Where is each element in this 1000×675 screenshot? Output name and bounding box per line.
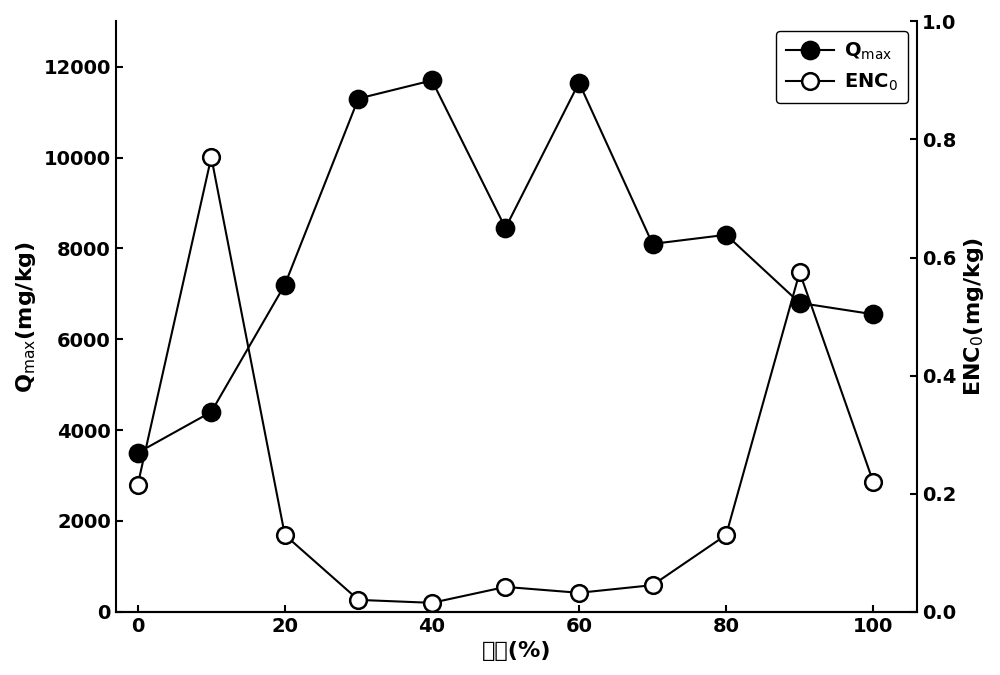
Line: ENC$_\mathrm{0}$: ENC$_\mathrm{0}$: [129, 148, 882, 611]
ENC$_\mathrm{0}$: [426, 599, 438, 607]
ENC$_\mathrm{0}$: [867, 478, 879, 486]
Q$_\mathrm{max}$: [499, 224, 511, 232]
Q$_\mathrm{max}$: [132, 449, 144, 457]
X-axis label: 汸石(%): 汸石(%): [482, 641, 551, 661]
ENC$_\mathrm{0}$: [647, 581, 659, 589]
Q$_\mathrm{max}$: [279, 281, 291, 289]
ENC$_\mathrm{0}$: [720, 531, 732, 539]
ENC$_\mathrm{0}$: [794, 268, 806, 276]
Line: Q$_\mathrm{max}$: Q$_\mathrm{max}$: [129, 72, 882, 462]
ENC$_\mathrm{0}$: [499, 583, 511, 591]
ENC$_\mathrm{0}$: [132, 481, 144, 489]
Q$_\mathrm{max}$: [720, 231, 732, 239]
Q$_\mathrm{max}$: [426, 76, 438, 84]
ENC$_\mathrm{0}$: [573, 589, 585, 597]
ENC$_\mathrm{0}$: [352, 596, 364, 604]
Q$_\mathrm{max}$: [867, 310, 879, 319]
ENC$_\mathrm{0}$: [279, 531, 291, 539]
Y-axis label: ENC$_\mathrm{0}$(mg/kg): ENC$_\mathrm{0}$(mg/kg): [962, 237, 986, 396]
Q$_\mathrm{max}$: [794, 299, 806, 307]
Q$_\mathrm{max}$: [647, 240, 659, 248]
Legend: Q$_\mathrm{max}$, ENC$_\mathrm{0}$: Q$_\mathrm{max}$, ENC$_\mathrm{0}$: [776, 31, 908, 103]
ENC$_\mathrm{0}$: [205, 153, 217, 161]
Q$_\mathrm{max}$: [352, 95, 364, 103]
Q$_\mathrm{max}$: [573, 79, 585, 87]
Y-axis label: Q$_\mathrm{max}$(mg/kg): Q$_\mathrm{max}$(mg/kg): [14, 240, 38, 393]
Q$_\mathrm{max}$: [205, 408, 217, 416]
